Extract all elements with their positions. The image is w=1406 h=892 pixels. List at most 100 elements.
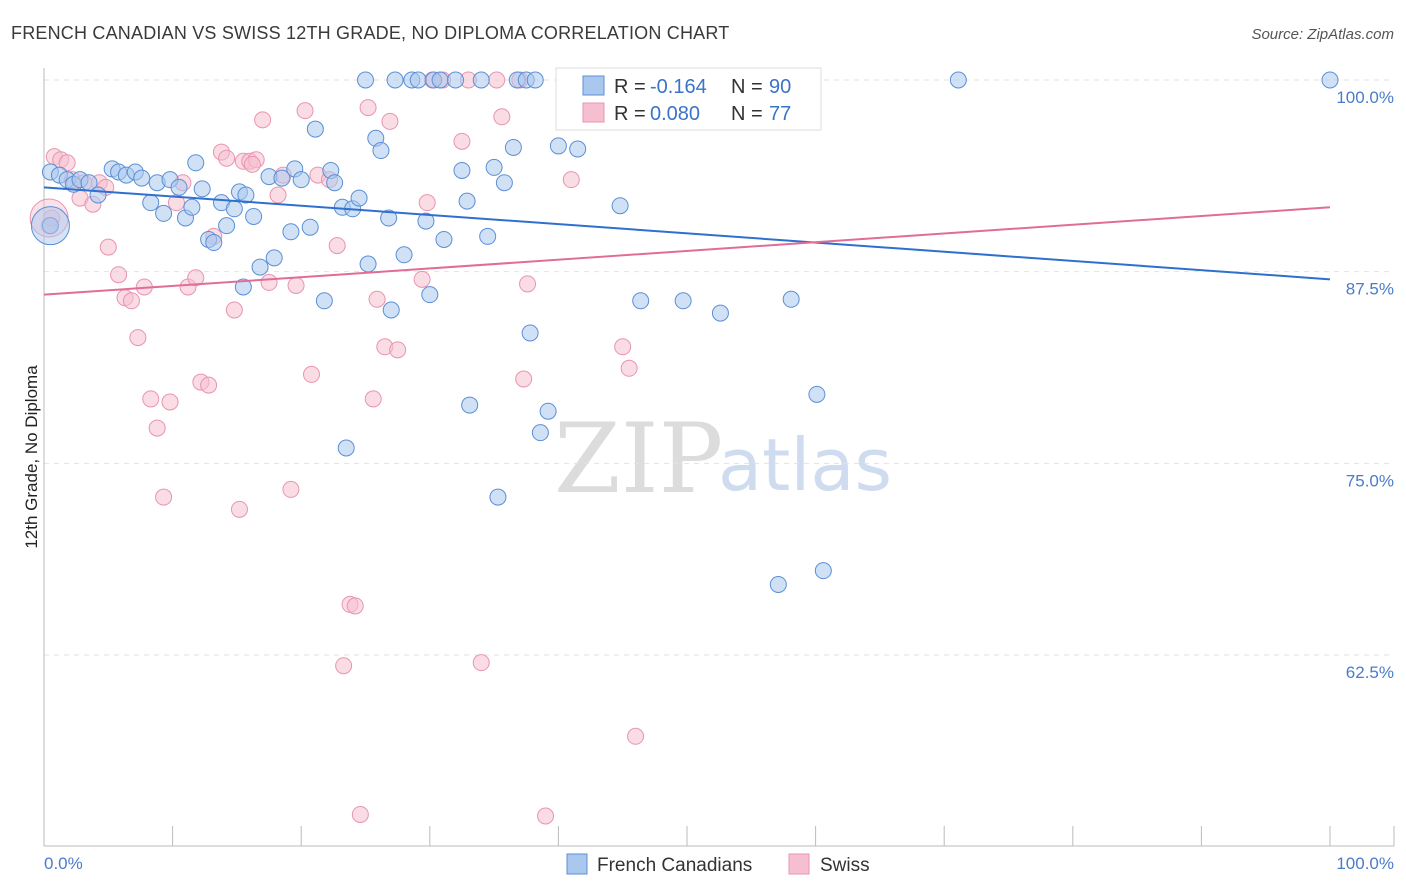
french-canadian-point [205, 234, 223, 252]
swiss-point [187, 269, 205, 287]
french-canadian-point [417, 212, 435, 230]
series-legend: French Canadians Swiss [566, 853, 870, 876]
legend-french-swatch [566, 853, 588, 875]
y-tick-label: 100.0% [1336, 88, 1394, 107]
french-n-label: N = [731, 76, 763, 98]
french-canadian-point [273, 169, 291, 187]
swiss-point [142, 390, 160, 408]
swiss-point [351, 805, 369, 823]
swiss-point [418, 194, 436, 212]
french-canadian-point [326, 174, 344, 192]
french-canadian-point [237, 186, 255, 204]
french-canadian-point [337, 439, 355, 457]
french-canadian-point [458, 192, 476, 210]
y-tick-label: 75.0% [1346, 471, 1394, 490]
watermark-atlas: atlas [718, 423, 892, 507]
french-canadian-points [30, 71, 1339, 593]
swiss-point [627, 727, 645, 745]
x-tick-label-max: 100.0% [1336, 854, 1394, 873]
swiss-point [488, 71, 506, 89]
french-canadian-point [315, 292, 333, 310]
french-canadian-point [489, 488, 507, 506]
swiss-point [364, 390, 382, 408]
y-axis-label: 12th Grade, No Diploma [22, 365, 41, 549]
french-canadian-point [674, 292, 692, 310]
french-canadian-point [234, 278, 252, 296]
swiss-point [122, 292, 140, 310]
french-canadian-point [155, 204, 173, 222]
french-canadian-point [461, 396, 479, 414]
french-canadian-point [521, 324, 539, 342]
french-canadian-point [769, 575, 787, 593]
french-canadian-point [504, 138, 522, 156]
french-canadian-point [949, 71, 967, 89]
french-canadian-point [225, 200, 243, 218]
french-canadian-point [526, 71, 544, 89]
swiss-point [562, 171, 580, 189]
french-canadian-point [359, 255, 377, 273]
french-canadian-point [711, 304, 729, 322]
french-canadian-point [495, 174, 513, 192]
swiss-point [413, 270, 431, 288]
swiss-point [381, 112, 399, 130]
french-canadian-point [453, 161, 471, 179]
french-canadian-point [435, 230, 453, 248]
swiss-point [335, 657, 353, 675]
swiss-point [296, 102, 314, 120]
french-canadian-point [569, 140, 587, 158]
french-r-label: R = [614, 76, 646, 98]
french-canadian-point [808, 385, 826, 403]
swiss-point [155, 488, 173, 506]
swiss-point [614, 338, 632, 356]
french-canadian-point [30, 206, 70, 246]
swiss-point [328, 237, 346, 255]
french-canadian-point [1321, 71, 1339, 89]
french-canadian-point [142, 194, 160, 212]
swiss-point [58, 154, 76, 172]
french-canadian-point [292, 171, 310, 189]
french-canadian-point [193, 180, 211, 198]
swiss-point [110, 266, 128, 284]
x-tick-marks [43, 826, 1395, 846]
french-canadian-point [447, 71, 465, 89]
french-canadian-point [539, 402, 557, 420]
swiss-point [260, 273, 278, 291]
swiss-r-label: R = [614, 103, 646, 125]
french-canadian-point [301, 218, 319, 236]
french-canadian-point [170, 178, 188, 196]
french-canadian-point [357, 71, 374, 89]
swiss-point [282, 480, 300, 498]
swiss-point [346, 597, 364, 615]
swiss-point [537, 807, 555, 825]
swiss-point [493, 108, 511, 126]
swiss-n-label: N = [731, 103, 763, 125]
watermark-zip: ZIP [554, 403, 723, 515]
swiss-point [515, 370, 533, 388]
swiss-point [269, 186, 287, 204]
chart-source: Source: ZipAtlas.com [1251, 26, 1394, 43]
swiss-point [389, 341, 407, 359]
legend-swiss-label: Swiss [820, 855, 870, 876]
y-tick-labels: 62.5% 75.0% 87.5% 100.0% [1336, 88, 1394, 682]
swiss-point [230, 500, 248, 518]
french-canadian-point [133, 169, 151, 187]
swiss-point [161, 393, 179, 411]
swiss-point [200, 376, 218, 394]
swiss-point [148, 419, 166, 437]
french-canadian-point [782, 290, 800, 308]
french-canadian-point [479, 227, 497, 245]
french-canadian-point [372, 142, 390, 160]
swiss-point [620, 359, 638, 377]
french-canadian-point [421, 286, 439, 304]
french-canadian-point [187, 154, 205, 172]
swiss-point [472, 654, 490, 672]
swiss-n-value: 77 [769, 103, 791, 125]
trend-lines [43, 186, 1331, 296]
swiss-point [368, 290, 386, 308]
french-canadian-point [409, 71, 427, 89]
french-canadian-point [611, 197, 629, 215]
french-canadian-point [218, 217, 236, 235]
swiss-point [218, 149, 236, 167]
x-tick-label-min: 0.0% [44, 854, 83, 873]
